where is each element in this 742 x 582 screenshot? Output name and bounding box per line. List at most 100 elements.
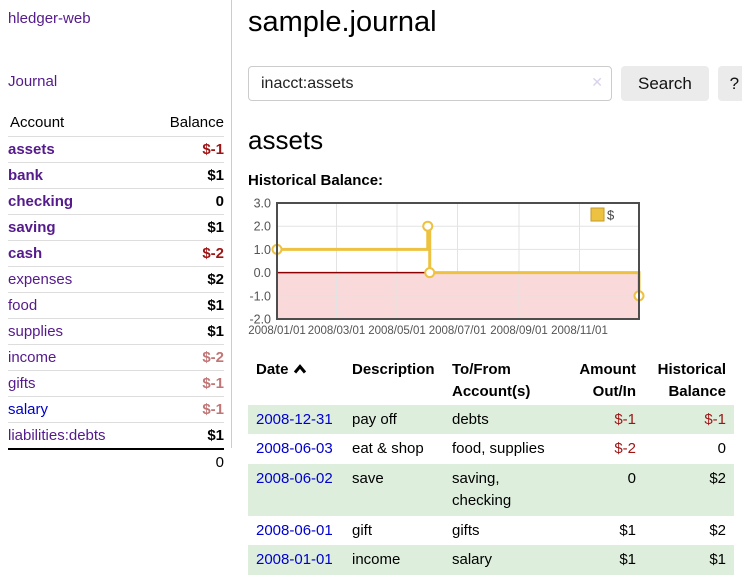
transaction-accounts: debts bbox=[452, 410, 489, 428]
transaction-amount: $-2 bbox=[614, 440, 636, 458]
legend-label: $ bbox=[607, 208, 615, 223]
register-header-accounts: To/From Account(s) bbox=[452, 361, 531, 400]
x-tick-label: 2008/01/01 bbox=[248, 325, 306, 337]
transaction-row: 2008-06-01 gift gifts $1 $2 bbox=[248, 516, 734, 546]
search-form: ✕ Search ? bbox=[248, 66, 742, 101]
transaction-date-link[interactable]: 2008-12-31 bbox=[256, 410, 333, 428]
main-content: sample.journal ✕ Search ? assets Histori… bbox=[232, 0, 742, 575]
account-balance: $1 bbox=[145, 214, 224, 241]
account-balance: $1 bbox=[145, 318, 224, 345]
account-balance: $-1 bbox=[145, 396, 224, 423]
x-tick-label: 2008/03/01 bbox=[308, 325, 366, 337]
account-name-cell: gifts bbox=[8, 370, 146, 397]
account-balance: 0 bbox=[145, 188, 224, 215]
sidebar-account-link[interactable]: income bbox=[8, 349, 57, 366]
account-row: food $1 bbox=[8, 292, 224, 319]
register-header-date[interactable]: Date bbox=[248, 357, 344, 405]
accounts-total-row: 0 bbox=[8, 448, 224, 475]
transaction-balance: $2 bbox=[709, 521, 726, 539]
transaction-date-cell: 2008-06-03 bbox=[248, 434, 344, 464]
account-row: saving $1 bbox=[8, 214, 224, 241]
account-row: gifts $-1 bbox=[8, 370, 224, 397]
account-name-cell: income bbox=[8, 344, 146, 371]
accounts-header-account: Account bbox=[8, 110, 146, 137]
sidebar-account-link[interactable]: saving bbox=[8, 219, 56, 236]
transaction-accounts: saving, checking bbox=[452, 470, 512, 509]
account-name-cell: saving bbox=[8, 214, 146, 241]
transaction-date-cell: 2008-06-01 bbox=[248, 516, 344, 546]
transaction-date-cell: 2008-06-02 bbox=[248, 464, 344, 516]
account-name-cell: bank bbox=[8, 162, 146, 189]
transaction-accounts: food, supplies bbox=[452, 440, 545, 458]
search-input-wrap: ✕ bbox=[248, 66, 612, 101]
sidebar-account-link[interactable]: gifts bbox=[8, 375, 36, 392]
transaction-row: 2008-06-03 eat & shop food, supplies $-2 0 bbox=[248, 434, 734, 464]
sidebar-account-link[interactable]: expenses bbox=[8, 271, 73, 288]
accounts-header-row: Account Balance bbox=[8, 110, 224, 137]
transaction-description: save bbox=[352, 470, 384, 487]
y-tick-label: -2.0 bbox=[249, 313, 271, 327]
transaction-amount: $-1 bbox=[614, 410, 636, 428]
account-balance: $1 bbox=[207, 427, 224, 444]
account-row: supplies $1 bbox=[8, 318, 224, 345]
accounts-header-balance: Balance bbox=[145, 110, 224, 137]
register-header-amount: Amount Out/In bbox=[579, 361, 636, 400]
sidebar-item-journal[interactable]: Journal bbox=[8, 73, 58, 90]
transaction-balance: $2 bbox=[709, 470, 726, 487]
register-header-row: Date Description To/From Account(s) Amou… bbox=[248, 357, 734, 405]
sidebar-account-link[interactable]: liabilities:debts bbox=[8, 427, 106, 444]
sidebar-account-link[interactable]: cash bbox=[8, 245, 43, 262]
account-balance: $1 bbox=[145, 292, 224, 319]
account-balance: $-1 bbox=[145, 136, 224, 163]
account-row: liabilities:debts $1 bbox=[8, 423, 224, 450]
transaction-accounts: salary bbox=[452, 551, 493, 569]
account-name-cell: expenses bbox=[8, 266, 146, 293]
transaction-date-link[interactable]: 2008-06-03 bbox=[256, 440, 333, 458]
transaction-date-link[interactable]: 2008-01-01 bbox=[256, 551, 333, 569]
x-tick-label: 2008/05/01 bbox=[368, 325, 426, 337]
search-button[interactable]: Search bbox=[621, 66, 709, 101]
sidebar-account-link[interactable]: salary bbox=[8, 401, 49, 418]
transaction-date-cell: 2008-12-31 bbox=[248, 405, 344, 435]
search-input[interactable] bbox=[248, 66, 612, 101]
transaction-date-cell: 2008-01-01 bbox=[248, 545, 344, 575]
search-help-button[interactable]: ? bbox=[717, 66, 742, 101]
register-table: Date Description To/From Account(s) Amou… bbox=[248, 357, 734, 575]
account-name-cell: checking bbox=[8, 188, 146, 215]
transaction-accounts: gifts bbox=[452, 521, 480, 539]
clear-search-icon[interactable]: ✕ bbox=[591, 74, 603, 90]
register-header-date-label: Date bbox=[256, 361, 289, 378]
y-tick-label: 1.0 bbox=[254, 243, 271, 257]
account-row: bank $1 bbox=[8, 162, 224, 189]
sidebar-account-link[interactable]: checking bbox=[8, 193, 74, 210]
account-name-cell: liabilities:debts bbox=[8, 423, 145, 450]
data-point-marker bbox=[422, 220, 434, 232]
sort-asc-icon bbox=[293, 364, 306, 374]
sidebar-account-link[interactable]: assets bbox=[8, 141, 55, 158]
transaction-row: 2008-12-31 pay off debts $-1 $-1 bbox=[248, 404, 734, 435]
brand-link[interactable]: hledger-web bbox=[8, 10, 91, 27]
sidebar-account-link[interactable]: supplies bbox=[8, 323, 64, 340]
transaction-row: 2008-01-01 income salary $1 $1 bbox=[248, 545, 734, 575]
transaction-date-link[interactable]: 2008-06-02 bbox=[256, 470, 333, 487]
plot-border bbox=[276, 202, 640, 320]
register-header-balance: Historical Balance bbox=[657, 361, 726, 400]
account-balance: $-2 bbox=[145, 240, 224, 267]
transaction-date-link[interactable]: 2008-06-01 bbox=[256, 521, 333, 539]
sidebar: hledger-web Journal Account Balance asse… bbox=[0, 0, 232, 475]
transaction-description: pay off bbox=[352, 410, 397, 428]
data-point-marker bbox=[424, 267, 436, 279]
transaction-description: eat & shop bbox=[352, 440, 424, 458]
sidebar-account-link[interactable]: bank bbox=[8, 167, 44, 184]
sidebar-account-link[interactable]: food bbox=[8, 297, 38, 314]
account-balance: $1 bbox=[145, 162, 224, 189]
transaction-description: gift bbox=[352, 521, 373, 539]
account-row: cash $-2 bbox=[8, 240, 224, 267]
accounts-table: Account Balance assets $-1 bank $1 checking 0… bbox=[8, 110, 224, 475]
accounts-total-spacer bbox=[8, 448, 146, 475]
y-tick-label: 2.0 bbox=[254, 220, 271, 234]
account-balance: $2 bbox=[145, 266, 224, 293]
account-name-cell: cash bbox=[8, 240, 146, 267]
